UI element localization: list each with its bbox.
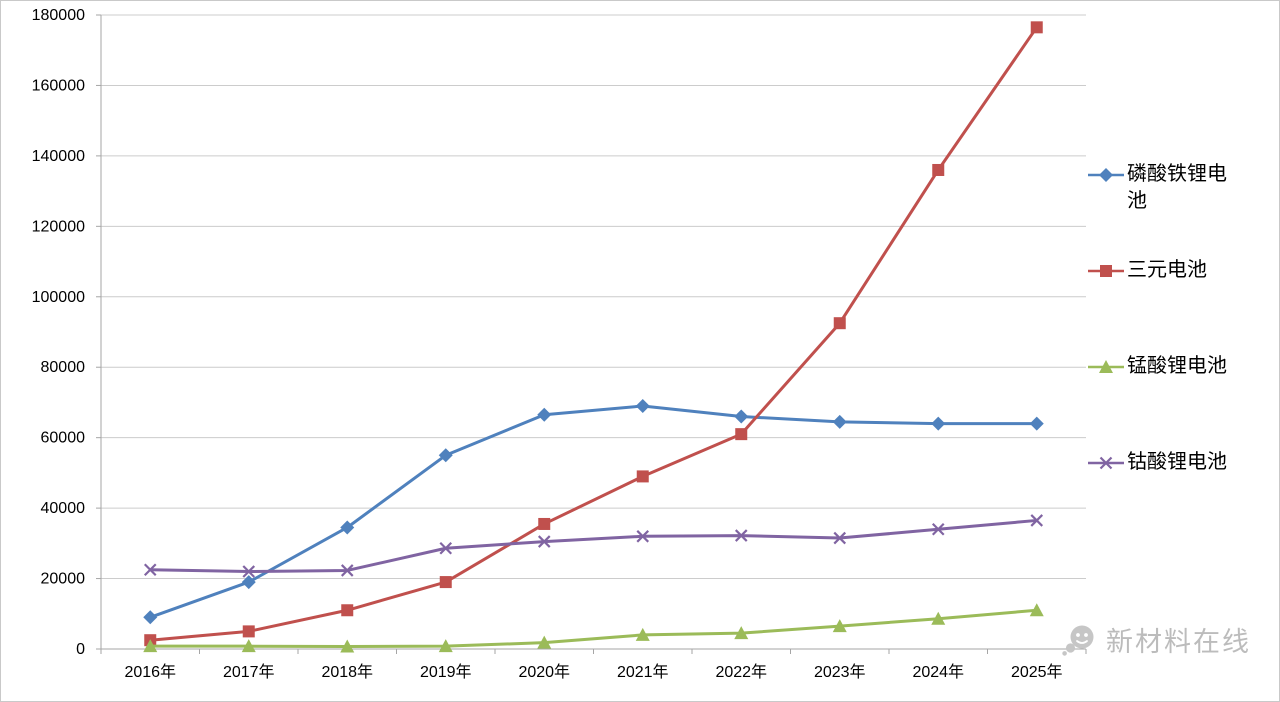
series-line-3 xyxy=(150,518,1037,574)
legend-triangle-marker-icon xyxy=(1088,360,1124,373)
series-1 xyxy=(144,21,1043,647)
y-tick-label: 60000 xyxy=(41,430,86,447)
y-tick-label: 140000 xyxy=(32,148,85,165)
y-tick-label: 20000 xyxy=(41,571,86,588)
watermark-logo-icon xyxy=(1062,625,1094,656)
legend-item-3: 钴酸锂电池 xyxy=(1087,449,1241,476)
legend-item-0: 磷酸铁锂电池 xyxy=(1087,161,1241,215)
legend-item-1: 三元电池 xyxy=(1087,257,1241,284)
legend-label-0: 磷酸铁锂电池 xyxy=(1127,163,1227,212)
y-tick-label: 160000 xyxy=(32,77,85,94)
legend-label-1: 三元电池 xyxy=(1127,259,1207,281)
x-tick-label: 2019年 xyxy=(420,663,472,681)
x-tick-label: 2018年 xyxy=(321,663,373,681)
legend-label-2: 锰酸锂电池 xyxy=(1127,355,1227,377)
y-tick-label: 180000 xyxy=(32,7,85,24)
gridlines xyxy=(96,14,1087,654)
x-tick-label: 2022年 xyxy=(715,663,767,681)
x-tick-label: 2021年 xyxy=(617,663,669,681)
x-tick-label: 2017年 xyxy=(223,663,275,681)
series-2 xyxy=(143,603,1044,653)
axis-labels: 0 20000 40000 60000 80000 100000 120000 140000 1… xyxy=(32,7,1063,681)
y-tick-label: 100000 xyxy=(32,289,85,306)
x-tick-label: 2023年 xyxy=(814,663,866,681)
y-tick-label: 0 xyxy=(76,641,85,658)
series-line-0 xyxy=(149,404,1037,619)
watermark-text: 新材料在线 xyxy=(1106,627,1251,657)
y-tick-label: 40000 xyxy=(41,500,86,517)
y-tick-label: 120000 xyxy=(32,218,85,235)
x-tick-label: 2024年 xyxy=(912,663,964,681)
legend-label-3: 钴酸锂电池 xyxy=(1127,451,1227,473)
legend-item-2: 锰酸锂电池 xyxy=(1087,353,1241,380)
y-tick-label: 80000 xyxy=(41,359,86,376)
x-tick-label: 2016年 xyxy=(124,663,176,681)
series-3 xyxy=(143,514,1044,578)
chart-legend: 磷酸铁锂电池三元电池锰酸锂电池钴酸锂电池 xyxy=(1087,161,1279,661)
legend-square-marker-icon xyxy=(1088,265,1124,277)
watermark: 新材料在线 xyxy=(1061,620,1251,659)
x-tick-label: 2020年 xyxy=(518,663,570,681)
series-line-1 xyxy=(150,26,1038,642)
x-tick-label: 2025年 xyxy=(1011,663,1063,681)
legend-diamond-marker-icon xyxy=(1088,168,1124,182)
series-0 xyxy=(143,398,1044,625)
series-line-2 xyxy=(150,608,1037,649)
legend-x-marker-icon xyxy=(1088,456,1124,470)
